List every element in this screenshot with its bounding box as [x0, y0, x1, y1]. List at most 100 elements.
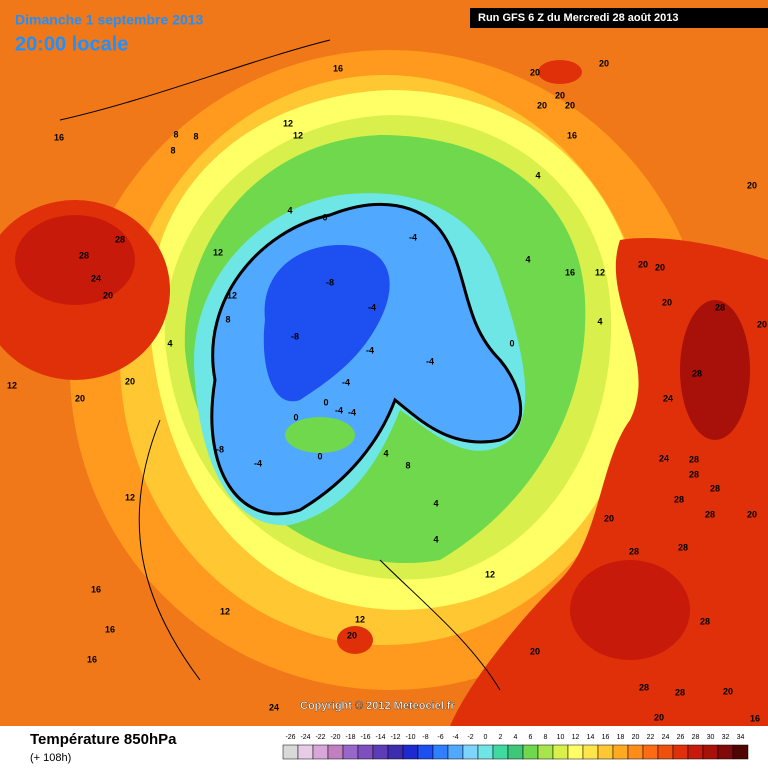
scale-swatch: [417, 744, 434, 760]
scale-swatch: [477, 744, 494, 760]
contour-label: 20: [537, 100, 547, 110]
contour-label: 4: [287, 205, 292, 215]
temp-zone: [337, 626, 373, 654]
contour-label: 12: [220, 606, 230, 616]
land-greenland: [285, 417, 355, 453]
contour-label: 28: [639, 682, 649, 692]
contour-label: -4: [426, 356, 434, 366]
contour-label: 4: [383, 448, 388, 458]
scale-swatch: [702, 744, 719, 760]
scale-swatch: [717, 744, 734, 760]
contour-label: -4: [409, 232, 417, 242]
scale-label: 20: [632, 734, 640, 741]
contour-label: 28: [674, 494, 684, 504]
contour-label: -4: [342, 377, 350, 387]
scale-swatch: [507, 744, 524, 760]
scale-label: 2: [499, 734, 503, 741]
scale-swatch: [492, 744, 509, 760]
scale-label: -10: [405, 734, 415, 741]
contour-label: 8: [173, 129, 178, 139]
scale-swatch: [372, 744, 389, 760]
contour-label: 8: [170, 145, 175, 155]
contour-label: 28: [689, 454, 699, 464]
scale-swatch: [612, 744, 629, 760]
temp-zone: [538, 60, 582, 84]
contour-label: 8: [405, 460, 410, 470]
contour-label: 8: [225, 314, 230, 324]
contour-label: 20: [599, 58, 609, 68]
contour-label: 12: [283, 118, 293, 128]
scale-swatch: [522, 744, 539, 760]
contour-label: 28: [629, 546, 639, 556]
contour-label: -8: [326, 277, 334, 287]
contour-label: 20: [75, 393, 85, 403]
scale-label: 18: [617, 734, 625, 741]
contour-label: 20: [125, 376, 135, 386]
scale-label: 26: [677, 734, 685, 741]
scale-swatch: [312, 744, 329, 760]
contour-label: 16: [105, 624, 115, 634]
scale-label: -24: [300, 734, 310, 741]
date-title: Dimanche 1 septembre 2013: [15, 12, 204, 28]
footer-title: Température 850hPa: [30, 731, 177, 748]
scale-swatch: [447, 744, 464, 760]
scale-label: -6: [437, 734, 443, 741]
time-title: 20:00 locale: [15, 33, 128, 55]
contour-label: 0: [317, 451, 322, 461]
contour-label: -8: [291, 331, 299, 341]
scale-label: -26: [285, 734, 295, 741]
scale-label: 28: [692, 734, 700, 741]
scale-label: 6: [529, 734, 533, 741]
scale-label: 24: [662, 734, 670, 741]
scale-label: 4: [514, 734, 518, 741]
scale-swatch: [537, 744, 554, 760]
contour-label: 20: [747, 180, 757, 190]
scale-swatch: [642, 744, 659, 760]
temp-zone: [680, 300, 750, 440]
contour-label: 20: [638, 259, 648, 269]
scale-label: -20: [330, 734, 340, 741]
coastline: [59, 39, 501, 691]
run-box: [470, 8, 768, 28]
scale-label: 8: [544, 734, 548, 741]
contour-label: 20: [530, 646, 540, 656]
scale-label: 34: [737, 734, 745, 741]
contour-label: -4: [335, 405, 343, 415]
contour-label: -4: [366, 345, 374, 355]
contour-label: 12: [595, 267, 605, 277]
contour-label: 28: [715, 302, 725, 312]
contour-label: 16: [87, 654, 97, 664]
contour-label: 20: [654, 712, 664, 722]
contour-label: 12: [355, 614, 365, 624]
scale-swatch: [687, 744, 704, 760]
contour-label: 28: [705, 509, 715, 519]
scale-swatch: [672, 744, 689, 760]
contour-label: 20: [555, 90, 565, 100]
scale-label: -22: [315, 734, 325, 741]
scale-swatch: [567, 744, 584, 760]
scale-label: 12: [572, 734, 580, 741]
contour-label: 24: [663, 393, 673, 403]
scale-label: 10: [557, 734, 565, 741]
contour-label: 8: [193, 131, 198, 141]
contour-label: 12: [125, 492, 135, 502]
contour-label: 20: [655, 262, 665, 272]
contour-label: 20: [103, 290, 113, 300]
scale-swatch: [582, 744, 599, 760]
contour-label: 16: [91, 584, 101, 594]
contour-label: 4: [597, 316, 602, 326]
scale-swatch: [462, 744, 479, 760]
scale-label: -2: [467, 734, 473, 741]
contour-label: 20: [757, 319, 767, 329]
scale-swatch: [627, 744, 644, 760]
scale-swatch: [597, 744, 614, 760]
contour-label: -4: [368, 302, 376, 312]
scale-swatch: [732, 744, 749, 760]
contour-label: 4: [433, 498, 438, 508]
scale-swatch: [297, 744, 314, 760]
scale-swatch: [387, 744, 404, 760]
contour-label: 20: [347, 630, 357, 640]
temp-zone: [570, 560, 690, 660]
